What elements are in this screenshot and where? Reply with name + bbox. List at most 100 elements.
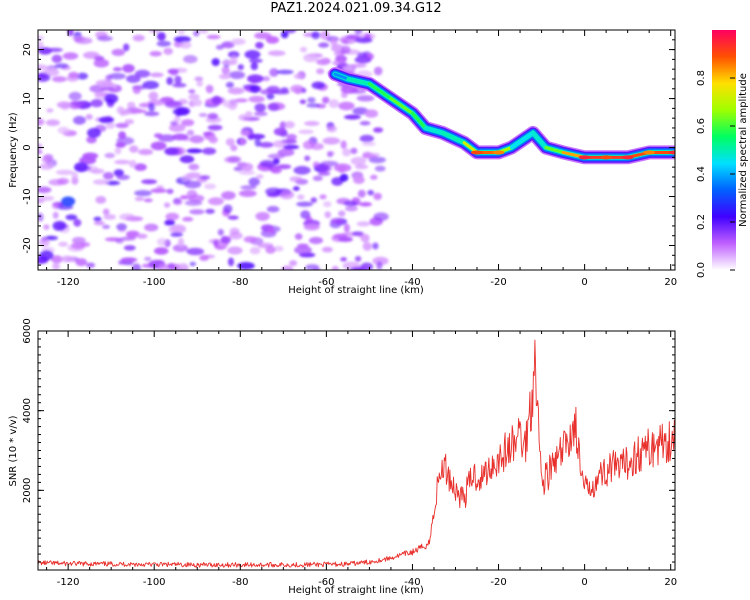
noise-blob (267, 50, 286, 56)
noise-blob (134, 163, 147, 171)
noise-blob (297, 243, 309, 248)
noise-blob (158, 134, 176, 142)
noise-blob (68, 91, 82, 101)
signal-peak (643, 150, 656, 155)
noise-blob (178, 30, 185, 35)
noise-blob (164, 100, 183, 109)
noise-blob (102, 172, 114, 180)
noise-blob (163, 47, 173, 55)
noise-blob (105, 121, 115, 129)
noise-blob (57, 177, 70, 185)
snr-panel: -120 -100 -80 -60 -40 -20 0 20 2000 4000 6000 Heig… (8, 318, 677, 596)
noise-blob (43, 224, 50, 230)
noise-blob (124, 119, 134, 125)
noise-blob (188, 163, 200, 171)
noise-blob (341, 38, 349, 45)
noise-blob (38, 238, 50, 247)
noise-blob (350, 63, 367, 68)
noise-blob (300, 210, 311, 220)
noise-blob (298, 129, 314, 134)
noise-blob (254, 138, 261, 147)
noise-blob (311, 31, 321, 40)
noise-blob (134, 69, 151, 78)
noise-blob (86, 262, 96, 268)
snr-line (38, 339, 675, 568)
signal-ridge-segment (441, 131, 466, 145)
noise-blob (204, 183, 217, 190)
noise-blob (267, 153, 285, 159)
x-tick-label: -120 (57, 277, 80, 288)
noise-blob (327, 151, 334, 158)
noise-blob (342, 148, 352, 157)
noise-blob (39, 163, 54, 170)
noise-blob (281, 265, 294, 270)
noise-blob (172, 244, 189, 253)
noise-blob (299, 99, 307, 105)
noise-blob (207, 113, 219, 120)
noise-blob (93, 221, 105, 226)
noise-blob (359, 121, 371, 126)
signal-peak (492, 150, 505, 155)
noise-blob (322, 96, 330, 104)
noise-blob (118, 131, 127, 140)
colorbar-label: Normalized spectral amplitude (738, 73, 749, 227)
noise-blob (248, 95, 265, 103)
spectrogram-frame (37, 29, 676, 271)
noise-blob (248, 177, 260, 187)
noise-blob (367, 189, 375, 196)
noise-blob (330, 38, 338, 47)
noise-blob (115, 142, 126, 148)
noise-blob (189, 261, 197, 267)
noise-blob (279, 121, 287, 129)
streak-blob (104, 93, 119, 104)
noise-blob (198, 113, 208, 117)
noise-blob (174, 75, 182, 85)
noise-blob (114, 159, 131, 165)
noise-blob (70, 101, 87, 106)
signal-ridge-segment (389, 97, 414, 115)
noise-blob (145, 225, 155, 231)
noise-blob (225, 138, 235, 147)
noise-blob (316, 58, 330, 66)
noise-blob (114, 147, 122, 155)
x-tick-label: -100 (143, 277, 166, 288)
streak-blob (74, 162, 89, 173)
noise-blob (62, 52, 79, 60)
noise-blob (312, 161, 320, 169)
noise-blob (38, 35, 45, 41)
noise-blob (156, 40, 171, 47)
noise-blob (186, 148, 203, 154)
noise-blob (179, 195, 189, 200)
noise-blob (218, 74, 231, 80)
noise-blob (205, 84, 214, 94)
noise-blob (72, 236, 86, 244)
y-tick-label: 4000 (22, 398, 33, 423)
noise-blob (237, 262, 255, 270)
noise-blob (374, 165, 386, 172)
signal-ridge-segment (423, 126, 445, 135)
noise-blob (273, 245, 284, 252)
noise-blob (221, 41, 235, 49)
noise-blob (238, 190, 257, 197)
chart-title: PAZ1.2024.021.09.34.G12 (270, 1, 442, 16)
noise-blob (319, 194, 327, 200)
noise-blob (345, 34, 361, 40)
noise-blob (67, 30, 74, 37)
noise-blob (350, 156, 367, 166)
streak-blob (86, 127, 101, 138)
noise-blob (129, 109, 147, 114)
y-tick-label: 20 (22, 43, 33, 56)
noise-blob (357, 189, 366, 198)
signal-ridge-segment (531, 131, 548, 150)
signal-ridge-band (329, 68, 675, 163)
noise-blob (326, 125, 337, 133)
noise-blob (208, 197, 224, 206)
noise-blob (294, 245, 312, 255)
noise-blob (373, 66, 383, 76)
noise-blob (230, 38, 246, 45)
noise-blob (372, 242, 379, 250)
noise-blob (198, 30, 209, 34)
noise-blob (172, 82, 187, 88)
noise-blob (310, 197, 317, 203)
noise-blob (316, 68, 325, 75)
